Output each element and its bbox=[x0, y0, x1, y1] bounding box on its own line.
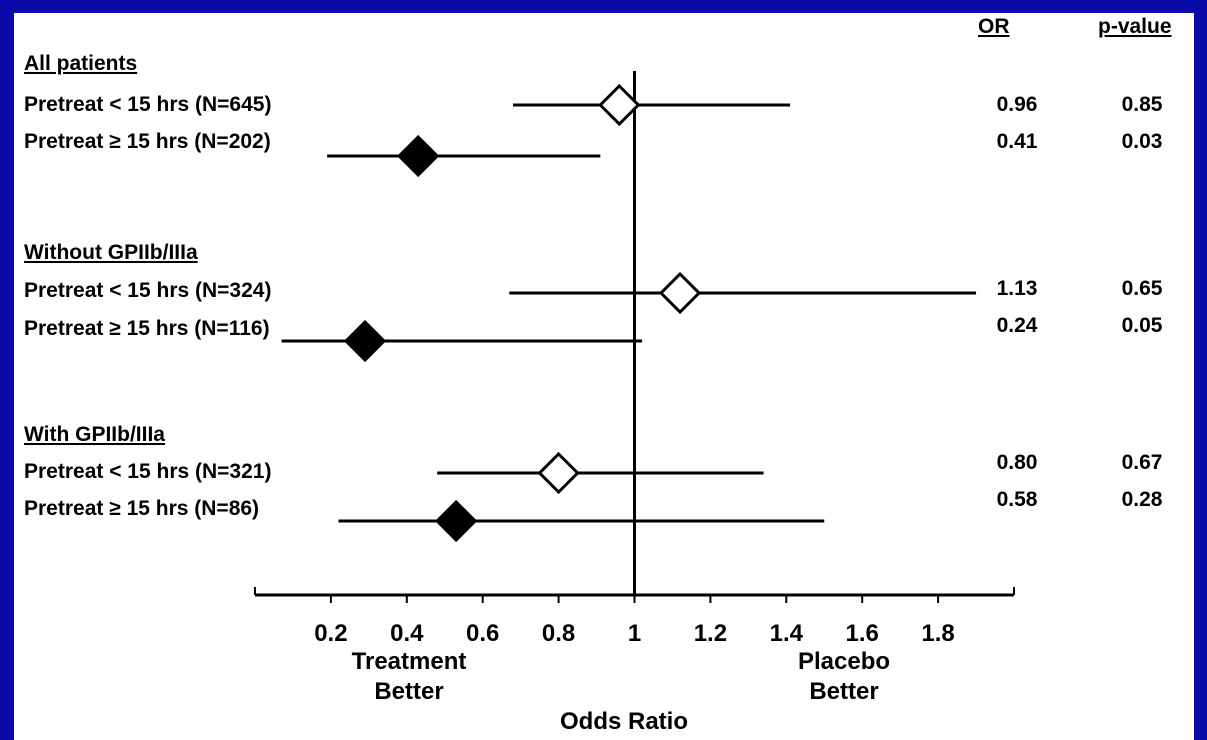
row-label-2: Pretreat ≥ 15 hrs (N=202) bbox=[24, 130, 271, 153]
treatment-better-label: Treatment Better bbox=[314, 647, 504, 707]
or-header: OR bbox=[978, 15, 1010, 38]
pvalue-6: 0.28 bbox=[1121, 488, 1163, 511]
or-value-4: 0.24 bbox=[996, 314, 1038, 337]
x-tick-label: 1.4 bbox=[770, 620, 804, 647]
forest-plot: 0.2 0.4 0.6 0.8 1 1.2 1.4 1.6 1.8 bbox=[254, 71, 1015, 647]
group-title-all-patients: All patients bbox=[24, 52, 138, 75]
group-title-with-gp: With GPIIb/IIIa bbox=[24, 423, 165, 446]
x-tick-label: 1 bbox=[628, 620, 641, 647]
treatment-better-word: Better bbox=[374, 678, 444, 705]
row-label-5: Pretreat < 15 hrs (N=321) bbox=[24, 460, 272, 483]
open-diamond-marker bbox=[537, 451, 580, 495]
or-value-2: 0.41 bbox=[996, 130, 1038, 153]
or-value-3: 1.13 bbox=[996, 277, 1038, 300]
pvalue-1: 0.85 bbox=[1121, 93, 1163, 116]
row-label-3: Pretreat < 15 hrs (N=324) bbox=[24, 279, 272, 302]
or-value-1: 0.96 bbox=[996, 93, 1038, 116]
pvalue-header: p-value bbox=[1098, 15, 1172, 38]
filled-diamond-marker bbox=[343, 319, 387, 363]
row-label-4: Pretreat ≥ 15 hrs (N=116) bbox=[24, 317, 270, 340]
open-diamond-marker bbox=[658, 271, 702, 315]
open-diamond-marker bbox=[598, 83, 641, 127]
x-axis-title: Odds Ratio bbox=[559, 708, 688, 735]
row-label-1: Pretreat < 15 hrs (N=645) bbox=[24, 93, 272, 116]
x-tick-label: 0.8 bbox=[542, 620, 575, 647]
filled-diamond-marker bbox=[397, 134, 440, 178]
x-tick-label: 0.2 bbox=[314, 620, 347, 647]
x-tick-label: 1.8 bbox=[921, 620, 954, 647]
x-tick-label: 0.6 bbox=[466, 620, 499, 647]
pvalue-3: 0.65 bbox=[1121, 277, 1163, 300]
placebo-label: Placebo bbox=[797, 648, 891, 675]
x-tick-label: 1.2 bbox=[694, 620, 727, 647]
pvalue-5: 0.67 bbox=[1121, 451, 1163, 474]
chart-panel: 0.2 0.4 0.6 0.8 1 1.2 1.4 1.6 1.8 OR p-value All… bbox=[14, 13, 1194, 740]
or-value-6: 0.58 bbox=[996, 488, 1038, 511]
treatment-label: Treatment bbox=[351, 648, 467, 675]
pvalue-2: 0.03 bbox=[1121, 130, 1163, 153]
row-label-6: Pretreat ≥ 15 hrs (N=86) bbox=[24, 497, 260, 520]
filled-diamond-marker bbox=[435, 499, 478, 543]
x-tick-label: 0.4 bbox=[390, 620, 424, 647]
or-value-5: 0.80 bbox=[996, 451, 1038, 474]
group-title-without-gp: Without GPIIb/IIIa bbox=[24, 241, 198, 264]
x-tick-label: 1.6 bbox=[846, 620, 879, 647]
placebo-better-word: Better bbox=[809, 678, 879, 705]
pvalue-4: 0.05 bbox=[1121, 314, 1163, 337]
placebo-better-label: Placebo Better bbox=[754, 647, 934, 707]
